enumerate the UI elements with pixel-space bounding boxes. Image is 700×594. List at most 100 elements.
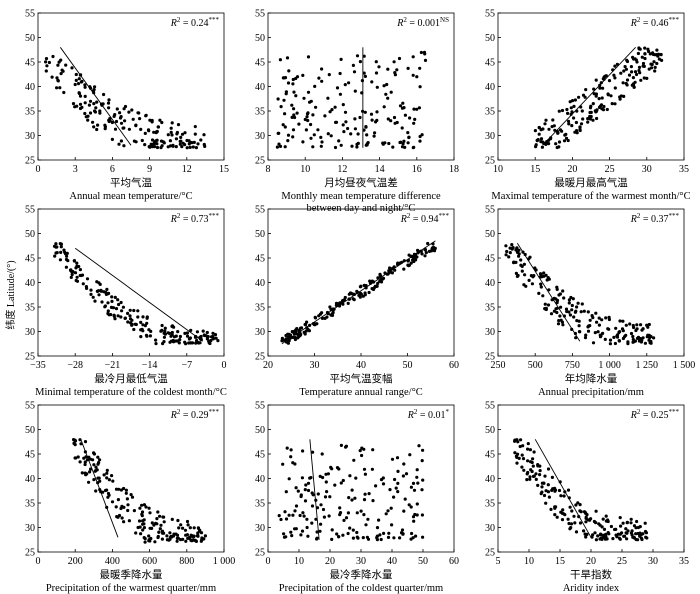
data-point — [601, 331, 605, 335]
data-point — [74, 72, 78, 77]
y-tick-label: 25 — [25, 156, 35, 167]
data-point — [539, 492, 543, 496]
x-tick-label: 20 — [325, 556, 335, 567]
data-point — [137, 519, 142, 523]
data-point — [143, 540, 147, 544]
data-point — [302, 514, 306, 518]
data-point — [603, 337, 607, 341]
data-point — [149, 142, 153, 146]
data-point — [400, 528, 405, 532]
data-point — [579, 310, 583, 314]
data-point — [646, 325, 650, 329]
data-point — [138, 506, 142, 510]
data-point — [83, 462, 87, 467]
x-tick-label: 1 500 — [673, 360, 696, 371]
data-point — [418, 139, 422, 143]
panel-7: 25 30 35 40 45 50 55 0 200 400 600 800 1 000 R2 = 0.2… — [25, 401, 235, 594]
data-point — [114, 307, 119, 311]
data-point — [312, 133, 316, 137]
data-point — [183, 331, 187, 335]
data-point — [324, 472, 328, 476]
data-point — [102, 290, 106, 294]
data-point — [282, 98, 286, 102]
data-point — [607, 532, 611, 536]
data-point — [362, 467, 367, 471]
data-point — [569, 106, 573, 110]
data-point — [412, 256, 416, 260]
data-point — [109, 313, 113, 317]
x-tick-label: 200 — [68, 556, 83, 567]
data-point — [362, 498, 367, 502]
data-point — [640, 338, 644, 342]
data-point — [277, 514, 281, 518]
data-point — [363, 74, 367, 78]
data-point — [293, 115, 297, 120]
data-point — [148, 334, 152, 338]
data-point — [635, 323, 639, 327]
data-point — [361, 536, 365, 540]
data-point — [522, 283, 526, 287]
data-point — [163, 329, 167, 333]
data-point — [519, 438, 523, 442]
data-point — [74, 266, 78, 270]
data-point — [84, 285, 88, 289]
data-point — [110, 500, 115, 504]
panel-2: 25 30 35 40 45 50 55 8 10 12 14 16 18 R2 = 0.001NS 月均昼… — [255, 9, 459, 215]
y-tick-label: 30 — [25, 327, 35, 338]
data-point — [116, 298, 120, 302]
y-tick-label: 35 — [255, 303, 265, 314]
data-point — [591, 533, 595, 537]
data-point — [635, 327, 639, 331]
data-point — [81, 282, 85, 286]
data-point — [157, 530, 161, 534]
data-point — [281, 123, 285, 127]
data-point — [621, 81, 625, 85]
data-point — [621, 319, 625, 323]
y-axis-label-text: 纬度 Latitude/(°) — [4, 260, 17, 329]
data-point — [114, 487, 119, 491]
x-tick-label: 60 — [449, 556, 459, 567]
data-point — [77, 77, 81, 81]
data-point — [44, 69, 48, 73]
data-point — [107, 98, 111, 102]
data-point — [119, 121, 124, 125]
data-point — [552, 309, 557, 313]
data-point — [187, 142, 191, 146]
data-point — [185, 331, 189, 335]
data-point — [418, 66, 422, 70]
data-point — [306, 534, 310, 538]
data-point — [629, 517, 633, 521]
data-point — [102, 473, 106, 477]
data-point — [319, 144, 323, 148]
plot-frame — [37, 404, 225, 553]
data-point — [119, 139, 123, 143]
data-point — [557, 488, 562, 493]
data-point — [527, 278, 531, 282]
data-point — [507, 255, 511, 259]
data-point — [338, 506, 342, 510]
data-point — [65, 254, 69, 258]
data-point — [334, 120, 338, 124]
data-point — [568, 505, 572, 509]
data-point — [283, 510, 287, 514]
x-tick-label: 25 — [605, 164, 615, 175]
fit-line — [74, 247, 204, 342]
data-point — [118, 116, 123, 120]
data-point — [557, 140, 562, 144]
data-point — [107, 119, 111, 124]
data-point — [147, 534, 151, 538]
data-point — [58, 242, 62, 246]
data-point — [515, 246, 519, 250]
data-point — [178, 142, 182, 146]
x-axis-label-en: Temperature annual range/°C — [299, 387, 423, 398]
data-point — [153, 540, 157, 544]
x-tick-label: 25 — [617, 556, 627, 567]
data-point — [355, 145, 359, 149]
data-point — [179, 135, 183, 139]
data-point — [216, 339, 220, 343]
data-point — [566, 517, 570, 521]
data-point — [188, 526, 192, 530]
data-point — [293, 527, 297, 531]
data-point — [630, 529, 634, 533]
data-point — [356, 132, 360, 136]
